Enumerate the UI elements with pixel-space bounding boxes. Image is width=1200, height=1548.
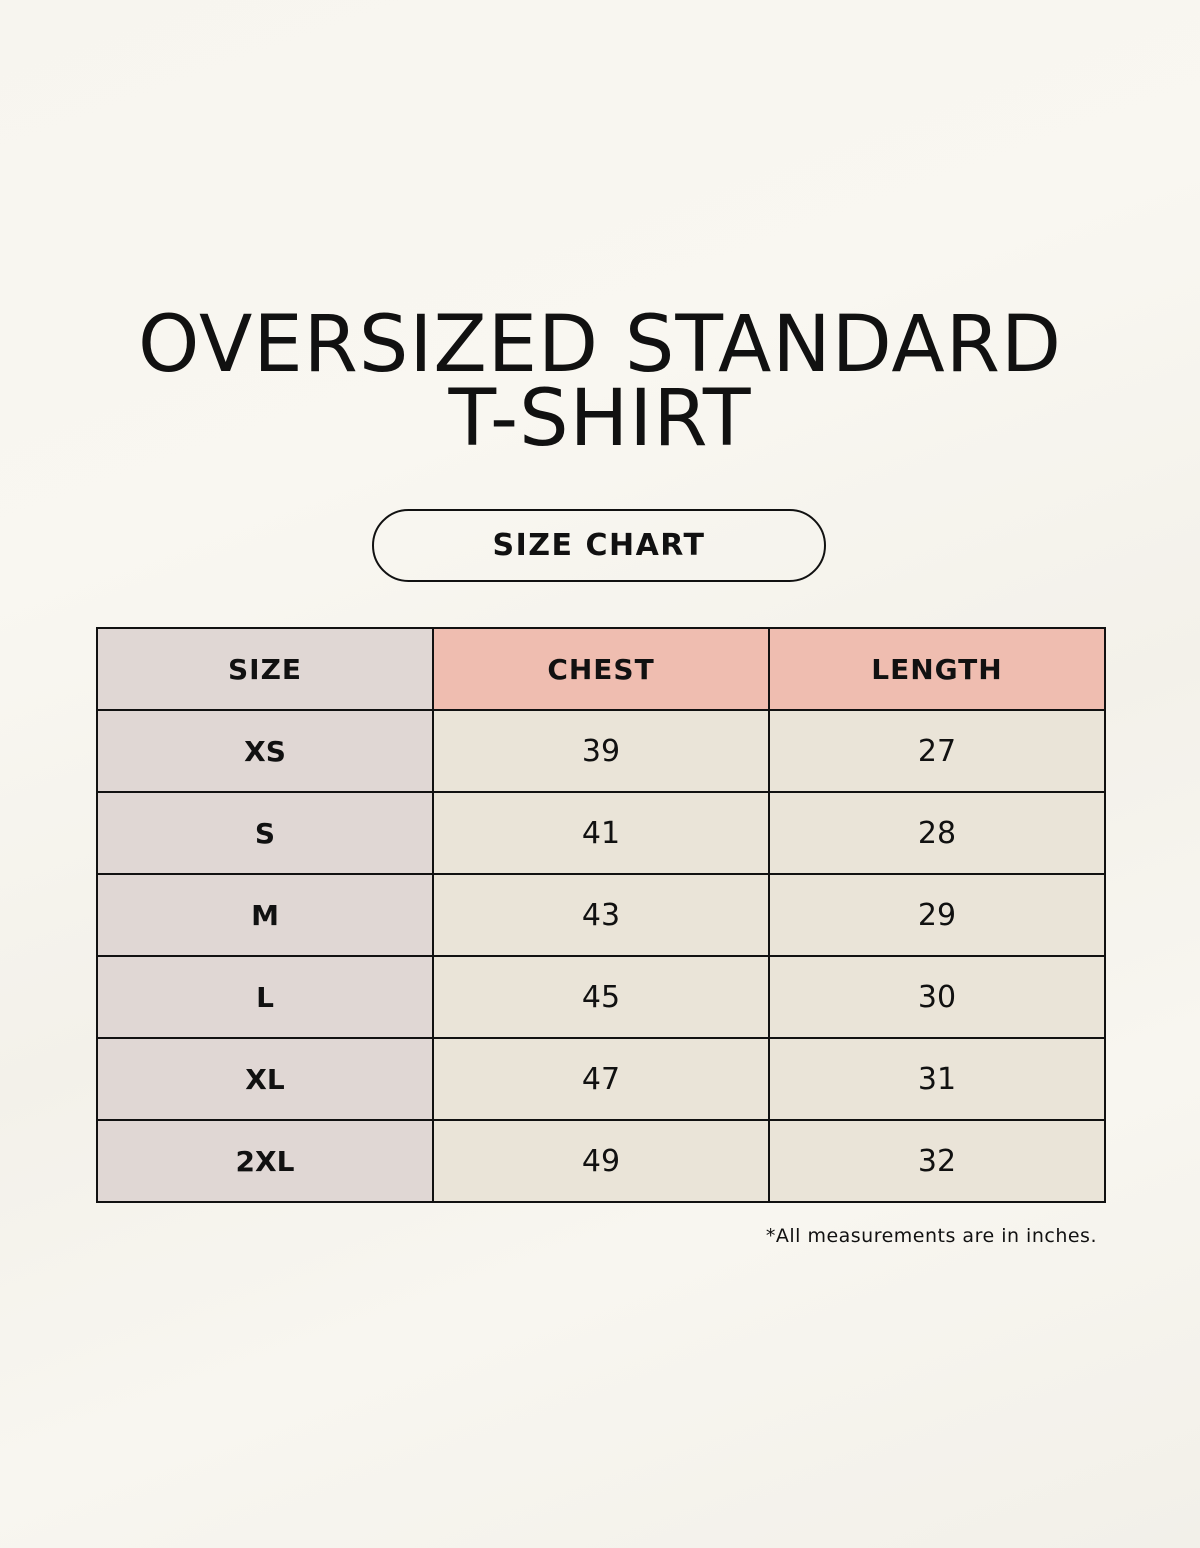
cell-size: M [96,873,434,957]
header-chest: CHEST [432,627,770,711]
cell-chest: 45 [432,955,770,1039]
cell-size: S [96,791,434,875]
cell-length: 30 [768,955,1106,1039]
size-chart-badge: SIZE CHART [372,509,826,582]
cell-chest: 49 [432,1119,770,1203]
cell-chest: 47 [432,1037,770,1121]
table-header-row: SIZE CHEST LENGTH [96,627,1106,711]
title-line-2: T-SHIRT [448,374,752,464]
cell-chest: 41 [432,791,770,875]
cell-chest: 39 [432,709,770,793]
cell-size: L [96,955,434,1039]
cell-length: 28 [768,791,1106,875]
page-title: OVERSIZED STANDARD T-SHIRT [0,300,1200,464]
table-row: 2XL 49 32 [96,1119,1106,1203]
size-table: SIZE CHEST LENGTH XS 39 27 S 41 28 M 43 29 L 45 30 X… [96,627,1106,1203]
title-line-1: OVERSIZED STANDARD [137,300,1063,390]
table-row: S 41 28 [96,791,1106,875]
table-row: M 43 29 [96,873,1106,957]
cell-length: 29 [768,873,1106,957]
header-length: LENGTH [768,627,1106,711]
measurement-note: *All measurements are in inches. [765,1225,1097,1247]
header-size: SIZE [96,627,434,711]
cell-size: XS [96,709,434,793]
table-row: XL 47 31 [96,1037,1106,1121]
table-row: L 45 30 [96,955,1106,1039]
cell-length: 31 [768,1037,1106,1121]
table-row: XS 39 27 [96,709,1106,793]
cell-length: 27 [768,709,1106,793]
cell-size: XL [96,1037,434,1121]
cell-size: 2XL [96,1119,434,1203]
cell-length: 32 [768,1119,1106,1203]
cell-chest: 43 [432,873,770,957]
